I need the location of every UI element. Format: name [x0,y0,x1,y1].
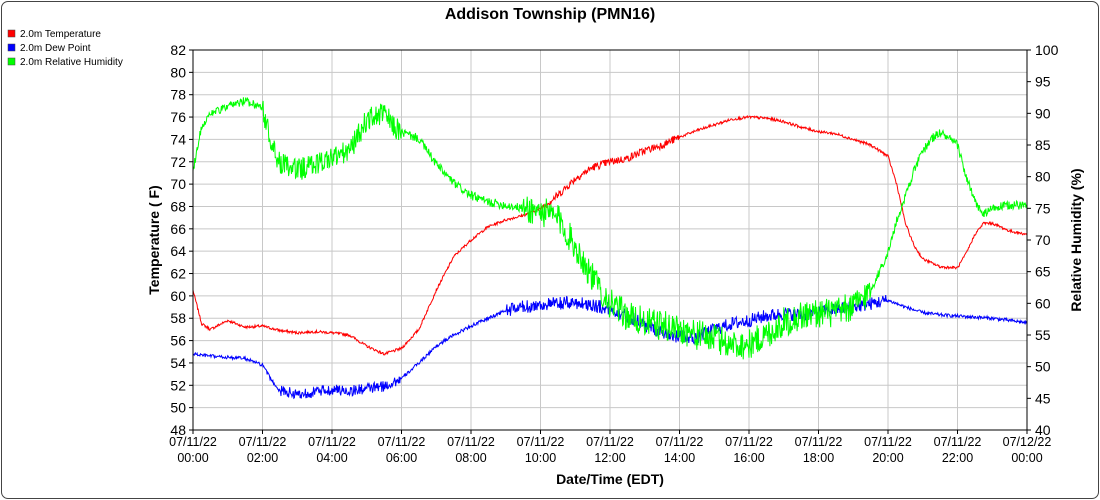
right-tick-label: 90 [1035,105,1051,121]
right-tick-label: 85 [1035,137,1051,153]
right-tick-label: 50 [1035,359,1051,375]
x-tick-time: 00:00 [1011,451,1042,465]
left-tick-label: 54 [170,355,186,371]
series-lines [192,97,1028,400]
right-tick-label: 75 [1035,200,1051,216]
x-tick-date: 07/11/22 [864,435,912,449]
x-tick-date: 07/11/22 [656,435,704,449]
left-tick-label: 70 [170,176,186,192]
left-axis-title: Temperature ( F) [146,185,162,294]
right-tick-label: 95 [1035,74,1051,90]
left-tick-label: 82 [170,42,186,58]
x-tick-time: 00:00 [177,451,208,465]
x-tick-date: 07/12/22 [1003,435,1052,449]
left-tick-label: 56 [170,333,186,349]
right-axis-ticks: 40 45 50 55 60 65 70 75 80 85 90 95 100 [1027,42,1059,438]
left-tick-label: 74 [170,131,186,147]
left-tick-label: 66 [170,221,186,237]
right-axis-title: Relative Humidity (%) [1068,168,1084,311]
x-tick-time: 06:00 [386,451,417,465]
legend-swatch [7,43,16,52]
left-tick-label: 58 [170,310,186,326]
right-tick-label: 70 [1035,232,1051,248]
x-tick-date: 07/11/22 [239,435,287,449]
x-tick-time: 04:00 [316,451,347,465]
right-tick-label: 40 [1035,422,1051,438]
left-tick-label: 76 [170,109,186,125]
right-tick-label: 45 [1035,390,1051,406]
legend: 2.0m Temperature 2.0m Dew Point 2.0m Relat… [7,29,123,68]
x-tick-time: 10:00 [525,451,556,465]
left-tick-label: 78 [170,87,186,103]
x-tick-date: 07/11/22 [586,435,634,449]
x-tick-time: 14:00 [664,451,695,465]
x-tick-time: 12:00 [594,451,625,465]
right-tick-label: 60 [1035,295,1051,311]
x-tick-time: 20:00 [872,451,903,465]
right-tick-label: 55 [1035,327,1051,343]
x-tick-time: 22:00 [942,451,973,465]
x-tick-time: 18:00 [803,451,834,465]
left-tick-label: 80 [170,64,186,80]
x-tick-date: 07/11/22 [725,435,773,449]
left-tick-label: 62 [170,266,186,282]
x-tick-date: 07/11/22 [795,435,843,449]
left-tick-label: 48 [170,422,186,438]
right-tick-label: 100 [1035,42,1059,58]
legend-label: 2.0m Temperature [20,29,101,40]
chart-title: Addison Township (PMN16) [445,6,655,23]
right-tick-label: 65 [1035,264,1051,280]
x-tick-date: 07/11/22 [517,435,565,449]
series-line-2 [192,97,1028,360]
x-tick-date: 07/11/22 [169,435,217,449]
x-tick-date: 07/11/22 [308,435,356,449]
x-axis-title: Date/Time (EDT) [556,471,664,487]
left-tick-label: 64 [170,243,186,259]
left-axis-ticks: 48 50 52 54 56 58 60 62 64 66 68 70 72 74 76 78 80 82 [170,42,193,438]
x-tick-time: 02:00 [247,451,278,465]
legend-swatch [7,57,16,66]
x-tick-time: 16:00 [733,451,764,465]
x-axis-ticks: 07/11/22 00:00 07/11/22 02:00 07/11/22 04:00 0… [169,430,1051,465]
x-tick-date: 07/11/22 [447,435,495,449]
x-tick-time: 08:00 [455,451,486,465]
left-tick-label: 68 [170,198,186,214]
left-tick-label: 60 [170,288,186,304]
grid [192,49,1028,431]
right-tick-label: 80 [1035,169,1051,185]
left-tick-label: 72 [170,154,186,170]
legend-label: 2.0m Dew Point [20,43,91,54]
legend-swatch [7,29,16,38]
left-tick-label: 52 [170,377,186,393]
series-line-0 [192,115,1028,356]
legend-label: 2.0m Relative Humidity [20,57,123,68]
x-tick-date: 07/11/22 [378,435,426,449]
left-tick-label: 50 [170,400,186,416]
x-tick-date: 07/11/22 [934,435,982,449]
